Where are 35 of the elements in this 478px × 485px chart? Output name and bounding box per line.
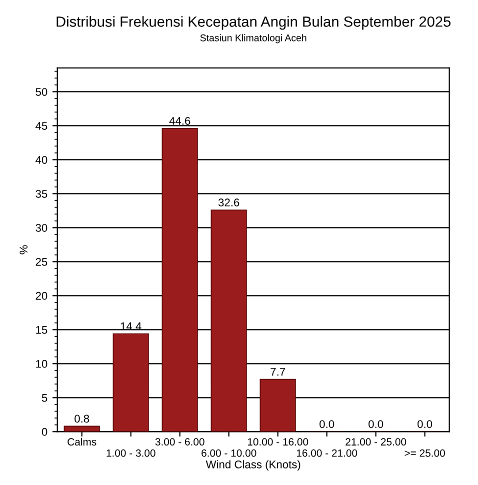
x-tick-label: 16.00 - 21.00 — [296, 449, 358, 457]
y-tick-label: 20 — [36, 292, 48, 300]
y-tick-label: 15 — [36, 326, 48, 334]
y-tick-label: 45 — [36, 122, 48, 130]
x-tick-label: Calms — [68, 438, 96, 446]
chart-subtitle: Stasiun Klimatologi Aceh — [200, 34, 306, 44]
y-axis-title: % — [20, 245, 28, 254]
y-tick-label: 30 — [36, 224, 48, 232]
x-tick-label: 10.00 - 16.00 — [248, 438, 308, 446]
bar — [162, 128, 198, 432]
bar — [112, 333, 149, 432]
y-tick-label: 0 — [42, 428, 48, 436]
data-label: 7.7 — [270, 368, 286, 376]
data-label: 0.8 — [74, 414, 90, 423]
data-label: 0.0 — [418, 420, 432, 428]
x-tick-label: 3.00 - 6.00 — [155, 438, 204, 446]
x-tick-label: 21.00 - 25.00 — [346, 438, 406, 446]
y-tick-label: 40 — [36, 156, 48, 164]
x-tick-label: >= 25.00 — [404, 449, 445, 457]
y-tick-label: 35 — [36, 190, 48, 198]
y-tick-label: 25 — [36, 258, 48, 266]
data-label: 44.6 — [169, 116, 190, 125]
y-tick-label: 10 — [36, 360, 48, 368]
chart-title: Distribusi Frekuensi Kecepatan Angin Bulan September 2025 — [56, 16, 451, 30]
y-tick-label: 50 — [36, 88, 48, 96]
y-tick-label: 5 — [42, 394, 48, 402]
x-tick-label: 1.00 - 3.00 — [106, 449, 156, 457]
bar — [210, 210, 247, 432]
bar — [260, 378, 296, 432]
x-tick-label: 6.00 - 10.00 — [202, 449, 256, 457]
bar — [64, 426, 100, 432]
data-label: 32.6 — [218, 198, 240, 206]
data-label: 0.0 — [368, 420, 384, 428]
data-label: 0.0 — [320, 420, 334, 428]
x-axis-title: Wind Class (Knots) — [206, 460, 300, 471]
